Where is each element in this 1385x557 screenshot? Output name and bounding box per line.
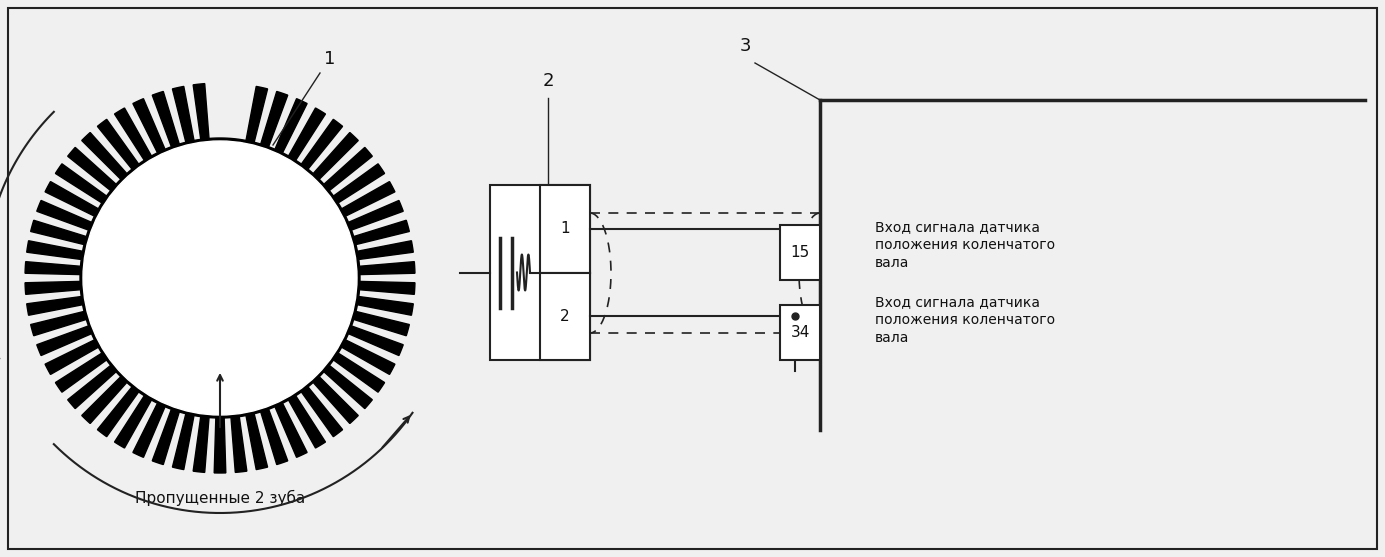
Bar (780, 305, 820, 360)
Text: 34: 34 (791, 325, 810, 340)
Bar (490, 185, 590, 360)
Bar (540, 185, 590, 272)
Polygon shape (25, 84, 415, 473)
Circle shape (83, 141, 357, 415)
Text: 2: 2 (560, 309, 569, 324)
Text: 1: 1 (560, 221, 569, 236)
Bar (540, 272, 590, 360)
Bar (780, 225, 820, 280)
Text: Вход сигнала датчика
положения коленчатого
вала: Вход сигнала датчика положения коленчато… (875, 219, 1055, 270)
Text: 15: 15 (791, 245, 810, 260)
Text: Вход сигнала датчика
положения коленчатого
вала: Вход сигнала датчика положения коленчато… (875, 295, 1055, 345)
Text: 2: 2 (543, 72, 554, 90)
Text: Пропущенные 2 зуба: Пропущенные 2 зуба (134, 490, 305, 506)
Text: 1: 1 (324, 50, 335, 68)
Text: 3: 3 (740, 37, 751, 55)
